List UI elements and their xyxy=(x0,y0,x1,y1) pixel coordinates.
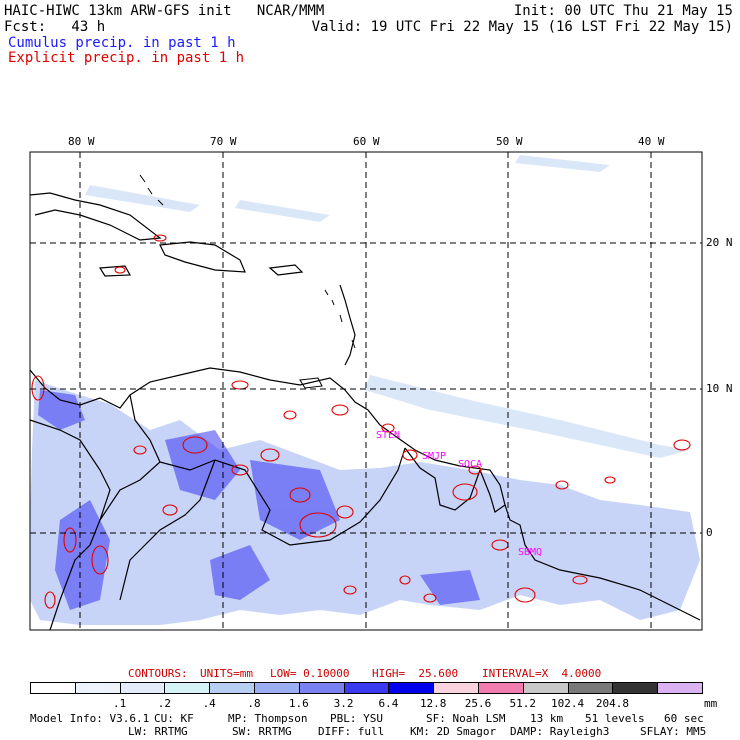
footer-pbl: PBL: YSU xyxy=(330,712,383,725)
color-bar-value: 1.6 xyxy=(288,697,309,710)
footer-cu: CU: KF xyxy=(154,712,194,725)
lon-label-40w: 40 W xyxy=(638,135,665,148)
color-bar-value: .2 xyxy=(157,697,172,710)
color-bar-swatch xyxy=(433,682,479,694)
color-bar-swatch xyxy=(298,682,345,694)
legend-explicit: Explicit precip. in past 1 h xyxy=(8,50,245,66)
lat-label-0: 0 xyxy=(706,526,713,539)
color-bar-unit: mm xyxy=(704,697,718,710)
color-bar-value: 51.2 xyxy=(509,697,537,710)
color-bar-value: 102.4 xyxy=(551,697,585,710)
legend-cumulus: Cumulus precip. in past 1 h xyxy=(8,35,236,51)
lon-label-50w: 50 W xyxy=(496,135,523,148)
forecast-hour: Fcst: 43 h xyxy=(4,19,106,35)
lat-label-10n: 10 N xyxy=(706,382,733,395)
lat-lon-grid xyxy=(30,152,702,630)
color-bar-swatch xyxy=(119,682,166,694)
footer-diff: DIFF: full xyxy=(318,725,385,738)
lon-label-70w: 70 W xyxy=(210,135,237,148)
footer-mp: MP: Thompson xyxy=(228,712,308,725)
footer-levels: 51 levels xyxy=(585,712,645,725)
color-bar-value: 3.2 xyxy=(333,697,354,710)
lon-label-60w: 60 W xyxy=(353,135,380,148)
contour-interval: INTERVAL=X 4.0000 xyxy=(482,667,602,680)
color-bar-value: 204.8 xyxy=(595,697,629,710)
color-bar-value: 12.8 xyxy=(419,697,447,710)
cumulus-precip-shading xyxy=(30,380,700,625)
model-title: HAIC-HIWC 13km ARW-GFS init NCAR/MMM xyxy=(4,3,325,19)
contour-low: LOW= 0.10000 xyxy=(270,667,350,680)
color-bar-swatch xyxy=(209,682,255,694)
color-bar-swatch xyxy=(612,682,659,694)
color-bar-value: .1 xyxy=(112,697,127,710)
color-bar-value: 25.6 xyxy=(464,697,492,710)
station-label-sbmq: SBMQ xyxy=(518,547,543,558)
color-bar-swatch xyxy=(388,682,435,694)
footer-timestep: 60 sec xyxy=(664,712,704,725)
color-bar-swatch xyxy=(567,682,614,694)
color-bar-value: .8 xyxy=(247,697,261,710)
station-label-smjp: SMJP xyxy=(422,451,447,462)
ocean-precip-streaks xyxy=(85,155,690,458)
color-bar-value: .4 xyxy=(202,697,216,710)
footer-sw: SW: RRTMG xyxy=(232,725,292,738)
footer-sf: SF: Noah LSM xyxy=(426,712,506,725)
footer-resolution: 13 km xyxy=(530,712,564,725)
map-frame xyxy=(29,151,703,631)
small-islands xyxy=(139,174,356,389)
color-bar-swatch xyxy=(164,682,211,694)
footer-lw: LW: RRTMG xyxy=(128,725,188,738)
contour-label: CONTOURS: xyxy=(128,667,188,680)
color-bar-swatch xyxy=(343,682,390,694)
color-bar-swatch xyxy=(522,682,569,694)
station-label-sten: STEN xyxy=(376,430,401,441)
lon-label-80w: 80 W xyxy=(68,135,95,148)
color-bar-swatch xyxy=(74,682,121,694)
color-bar-swatch xyxy=(254,682,300,694)
footer-km: KM: 2D Smagor xyxy=(410,725,497,738)
init-time: Init: 00 UTC Thu 21 May 15 xyxy=(513,3,733,19)
lat-label-20n: 20 N xyxy=(706,236,733,249)
valid-time: Valid: 19 UTC Fri 22 May 15 (16 LST Fri … xyxy=(311,19,733,35)
footer-sflay: SFLAY: MM5 xyxy=(640,725,707,738)
coastlines xyxy=(29,192,701,631)
color-bar-swatch xyxy=(30,682,76,694)
color-bar-value: 6.4 xyxy=(378,697,399,710)
contour-high: HIGH= 25.600 xyxy=(372,667,459,680)
contour-units: UNITS=mm xyxy=(200,667,253,680)
footer-damp: DAMP: Rayleigh3 xyxy=(510,725,610,738)
footer-model-version: Model Info: V3.6.1 xyxy=(30,712,150,725)
station-label-soca: SOCA xyxy=(458,459,483,470)
color-bar-swatch xyxy=(478,682,524,694)
color-bar-swatch xyxy=(657,682,703,694)
